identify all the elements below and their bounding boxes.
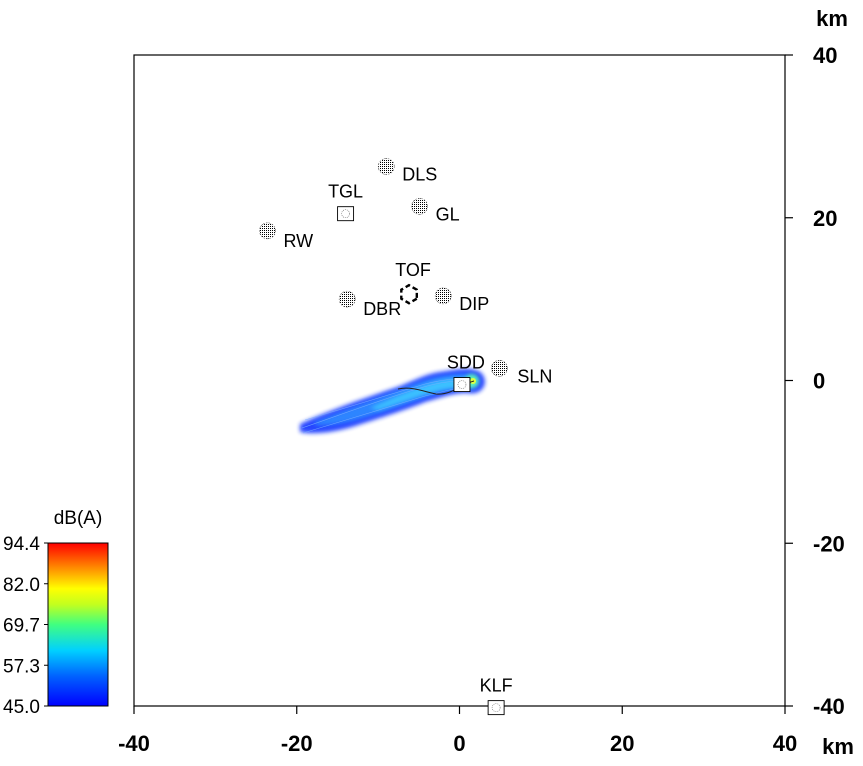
- site-marker-circle: [259, 222, 276, 240]
- site-marker-inner: [491, 703, 501, 712]
- site-label: DIP: [459, 294, 489, 314]
- colorbar-tick-label: 57.3: [3, 656, 40, 677]
- colorbar-tick-label: 45.0: [3, 697, 40, 718]
- site-marker-circle: [411, 198, 428, 215]
- y-unit-label: km: [816, 6, 848, 31]
- x-tick-label: 40: [773, 731, 797, 756]
- footprint-inner: [370, 378, 472, 410]
- site-label: TGL: [328, 182, 363, 202]
- site-marker-circle: [377, 158, 395, 175]
- x-tick-label: 0: [453, 731, 465, 756]
- site-dip: DIP: [434, 287, 489, 314]
- x-tick-label: -40: [118, 731, 150, 756]
- x-tick-label: 20: [610, 731, 634, 756]
- colorbar-title: dB(A): [54, 508, 103, 529]
- site-marker-circle: [338, 290, 356, 308]
- site-label: SDD: [447, 353, 485, 373]
- y-tick-label: 20: [813, 206, 837, 231]
- site-sln: SLN: [491, 359, 552, 386]
- colorbar-tick-label: 82.0: [3, 575, 40, 596]
- site-marker-inner: [341, 209, 350, 218]
- y-tick-label: 0: [813, 369, 825, 394]
- site-sdd: SDD: [447, 353, 485, 393]
- site-label: KLF: [480, 676, 513, 696]
- site-label: SLN: [517, 366, 552, 386]
- site-dls: DLS: [377, 158, 437, 184]
- site-label: GL: [436, 204, 460, 224]
- y-tick-label: 40: [813, 43, 837, 68]
- site-marker-hexagon: [400, 283, 418, 305]
- colorbar: dB(A) 94.4 82.0 69.7 57.3 45.0: [3, 508, 109, 718]
- x-unit-label: km: [822, 734, 854, 759]
- site-marker-inner: [457, 380, 467, 389]
- site-gl: GL: [411, 198, 460, 224]
- site-label: RW: [283, 231, 313, 251]
- site-marker-square: [487, 700, 505, 716]
- site-rw: RW: [259, 222, 313, 251]
- site-label: TOF: [395, 260, 431, 280]
- colorbar-gradient: [47, 542, 109, 707]
- site-marker-circle: [491, 359, 508, 377]
- colorbar-ticks: 94.4 82.0 69.7 57.3 45.0: [3, 534, 48, 718]
- site-klf: KLF: [480, 676, 513, 716]
- site-marker-circle: [434, 287, 452, 305]
- site-marker-square: [453, 377, 471, 393]
- y-tick-label: -40: [813, 694, 845, 719]
- colorbar-tick-label: 69.7: [3, 616, 40, 637]
- site-tgl: TGL: [328, 182, 363, 222]
- site-tof: TOF: [395, 260, 431, 305]
- site-marker-square: [337, 206, 355, 222]
- colorbar-tick-label: 94.4: [3, 534, 40, 555]
- site-label: DBR: [363, 299, 401, 319]
- site-dbr: DBR: [338, 290, 401, 319]
- site-label: DLS: [402, 164, 437, 184]
- sites: TGL DLS GL RW TOF DBR DIP SDD SLN KLF: [259, 158, 552, 716]
- x-tick-label: -20: [281, 731, 313, 756]
- axis-ticks: -40 -20 0 20 40 40 20 0 -20 -40 km km: [118, 6, 854, 759]
- y-tick-label: -20: [813, 531, 845, 556]
